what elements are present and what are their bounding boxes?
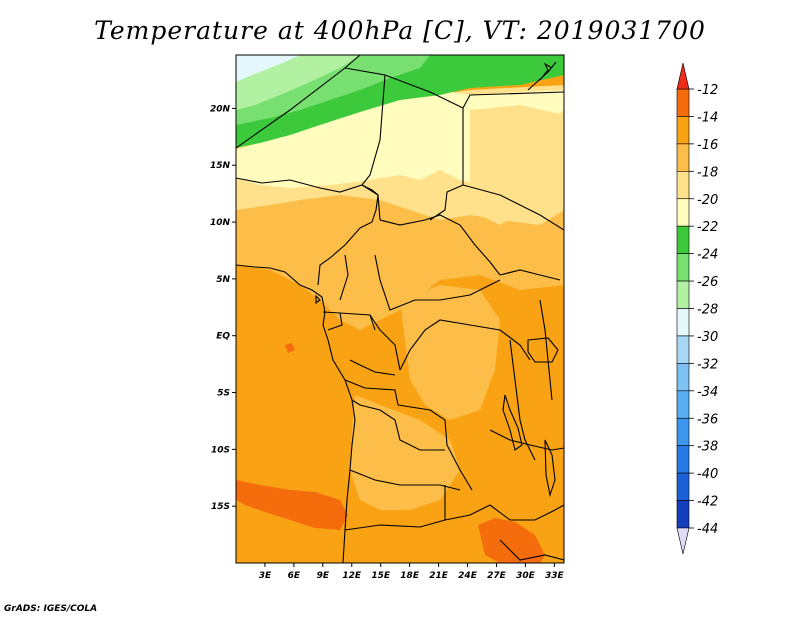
colorbar-label: -30: [697, 330, 718, 345]
colorbar-swatch: [676, 445, 690, 474]
lon-tick-label: 3E: [259, 571, 272, 581]
lat-tick-label: 15N: [210, 161, 231, 171]
colorbar-swatch: [676, 335, 690, 364]
lon-tick-label: 15E: [371, 571, 391, 581]
colorbar-label: -28: [697, 303, 718, 318]
colorbar: -12 -14 -16 -18 -20 -22 -24 -26 -28 -30 -32 -34 -36 -…: [676, 62, 718, 555]
lon-tick-label: 9E: [317, 571, 330, 581]
colorbar-label: -40: [697, 467, 718, 482]
colorbar-label: -26: [697, 275, 718, 290]
colorbar-label: -24: [697, 248, 718, 263]
colorbar-top-triangle: [676, 62, 690, 90]
country-borders: [236, 55, 564, 563]
lon-tick-label: 33E: [545, 571, 565, 581]
latitude-axis: 20N 15N 10N 5N EQ 5S 10S 15S: [210, 104, 236, 512]
lat-tick-label: 20N: [210, 104, 231, 114]
colorbar-swatch: [676, 500, 690, 529]
lon-tick-label: 18E: [400, 571, 420, 581]
lon-tick-label: 6E: [288, 571, 301, 581]
colorbar-swatch: [676, 280, 690, 309]
colorbar-label: -36: [697, 412, 718, 427]
field-cyan: [236, 55, 300, 82]
colorbar-label: -18: [697, 165, 718, 180]
field-mid-orange-south: [350, 395, 460, 510]
colorbar-label: -16: [697, 138, 718, 153]
field-dark-orange-sw: [236, 480, 348, 530]
colorbar-swatch: [676, 225, 690, 254]
lon-tick-label: 24E: [458, 571, 478, 581]
colorbar-swatch: [676, 472, 690, 501]
field-dark-orange-se: [478, 518, 545, 563]
lat-tick-label: 10N: [210, 218, 231, 228]
lon-tick-label: 30E: [516, 571, 536, 581]
page-title: Temperature at 400hPa [C], VT: 201903170…: [94, 16, 706, 45]
field-mid-orange-center: [400, 285, 500, 420]
colorbar-label: -42: [697, 495, 718, 510]
longitude-axis: 3E 6E 9E 12E 15E 18E 21E 24E 27E 30E 33E: [259, 563, 565, 581]
lon-tick-label: 27E: [487, 571, 507, 581]
colorbar-label: -32: [697, 357, 718, 372]
lat-tick-label: EQ: [216, 332, 230, 342]
colorbar-swatch: [676, 253, 690, 282]
colorbar-label: -22: [697, 220, 718, 235]
field-mid-orange-land: [236, 180, 564, 330]
colorbar-label: -20: [697, 193, 718, 208]
colorbar-swatch: [676, 88, 690, 117]
colorbar-label: -14: [697, 110, 718, 125]
colorbar-swatch: [676, 171, 690, 200]
colorbar-swatch: [676, 198, 690, 227]
colorbar-swatch: [676, 143, 690, 172]
colorbar-label: -44: [697, 522, 718, 537]
lon-tick-label: 21E: [429, 571, 449, 581]
lat-tick-label: 5N: [216, 275, 230, 285]
colorbar-label: -12: [697, 83, 718, 98]
lat-tick-label: 5S: [217, 389, 230, 399]
colorbar-swatch: [676, 116, 690, 145]
grads-credit: GrADS: IGES/COLA: [4, 604, 98, 614]
lat-tick-label: 15S: [211, 502, 230, 512]
colorbar-label: -34: [697, 385, 718, 400]
temperature-field: [236, 55, 564, 563]
lat-tick-label: 10S: [211, 445, 230, 455]
colorbar-swatch: [676, 417, 690, 446]
colorbar-swatch: [676, 363, 690, 392]
colorbar-swatch: [676, 390, 690, 419]
colorbar-swatch: [676, 308, 690, 337]
lon-tick-label: 12E: [342, 571, 362, 581]
field-yellow-east-tongue: [470, 105, 564, 225]
map-frame: [235, 54, 565, 564]
colorbar-label: -38: [697, 440, 718, 455]
field-dark-orange-small: [285, 343, 295, 353]
colorbar-bottom-triangle: [676, 527, 690, 555]
